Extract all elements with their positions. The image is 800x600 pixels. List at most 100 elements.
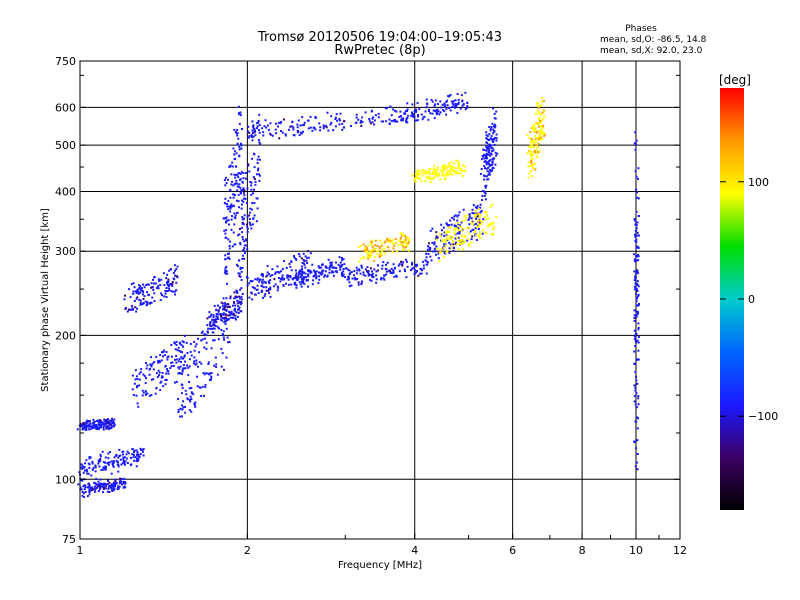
data-point <box>252 217 255 220</box>
data-point <box>130 283 133 286</box>
data-point <box>453 215 456 218</box>
data-point <box>242 177 245 180</box>
data-point <box>224 319 227 322</box>
data-point <box>165 351 168 353</box>
data-point <box>487 162 490 165</box>
data-point <box>167 372 170 375</box>
data-point <box>178 349 181 352</box>
data-point <box>330 121 333 124</box>
data-point <box>492 107 494 110</box>
data-point <box>267 280 270 283</box>
data-point <box>489 145 492 147</box>
data-point <box>538 120 541 122</box>
data-point <box>132 394 135 396</box>
data-point <box>269 122 272 125</box>
data-point <box>443 239 446 242</box>
data-point <box>457 240 460 242</box>
data-point <box>531 175 534 178</box>
data-point <box>448 224 451 226</box>
data-point <box>217 313 220 316</box>
data-point <box>537 102 540 104</box>
data-point <box>114 478 117 481</box>
data-point <box>457 248 460 251</box>
data-point <box>108 419 111 422</box>
data-point <box>376 269 379 272</box>
data-point <box>87 472 90 475</box>
data-point <box>227 205 230 208</box>
data-point <box>135 394 138 397</box>
data-point <box>456 167 459 170</box>
data-point <box>92 418 95 421</box>
data-point <box>489 143 491 146</box>
colorbar-tick-label: 100 <box>748 176 769 189</box>
data-point <box>122 453 124 456</box>
data-point <box>459 224 461 227</box>
data-point <box>97 462 100 465</box>
data-point <box>636 245 639 248</box>
data-point <box>261 275 264 278</box>
data-point <box>368 118 371 120</box>
data-point <box>473 214 476 216</box>
data-point <box>246 227 249 230</box>
data-point <box>263 295 266 298</box>
data-point <box>385 270 388 273</box>
data-point <box>335 261 337 264</box>
data-point <box>460 243 462 246</box>
data-point <box>415 265 418 268</box>
data-point <box>106 490 109 493</box>
data-point <box>223 368 225 371</box>
data-point <box>124 294 126 297</box>
data-point <box>635 210 638 213</box>
data-point <box>226 203 229 206</box>
data-point <box>374 239 377 242</box>
data-point <box>219 318 222 321</box>
data-point <box>449 235 452 238</box>
data-point <box>201 330 204 333</box>
data-point <box>334 125 337 128</box>
data-point <box>436 111 439 114</box>
data-point <box>256 207 259 210</box>
data-point <box>636 191 638 194</box>
data-point <box>210 375 213 378</box>
data-point <box>487 173 490 176</box>
data-point <box>637 177 639 180</box>
data-point <box>245 172 247 174</box>
data-point <box>189 342 192 345</box>
data-point <box>266 271 269 274</box>
data-point <box>374 114 377 117</box>
data-point <box>458 243 461 246</box>
data-point <box>534 162 537 165</box>
data-point <box>302 262 305 265</box>
data-point <box>152 368 155 371</box>
data-point <box>375 250 378 253</box>
data-point <box>401 241 404 244</box>
data-point <box>430 178 433 181</box>
data-point <box>106 483 109 485</box>
y-tick-label: 100 <box>55 473 76 486</box>
data-point <box>348 273 351 276</box>
data-point <box>182 367 185 370</box>
data-point <box>138 378 141 381</box>
data-point <box>531 140 534 143</box>
data-point <box>143 286 146 289</box>
data-point <box>271 274 274 276</box>
data-point <box>103 467 106 470</box>
data-point <box>388 240 391 243</box>
data-point <box>85 421 88 424</box>
data-point <box>162 355 164 358</box>
data-point <box>433 176 436 178</box>
data-point <box>635 304 638 307</box>
data-point <box>178 372 181 374</box>
data-point <box>267 128 270 131</box>
data-point <box>462 227 465 230</box>
data-point <box>207 361 210 364</box>
data-point <box>330 271 333 274</box>
data-point <box>468 244 471 247</box>
data-point <box>129 457 132 459</box>
data-point <box>282 277 285 280</box>
data-point <box>140 448 142 451</box>
data-point <box>372 116 375 119</box>
data-point <box>135 297 138 300</box>
data-point <box>637 395 640 398</box>
data-point <box>457 98 460 101</box>
